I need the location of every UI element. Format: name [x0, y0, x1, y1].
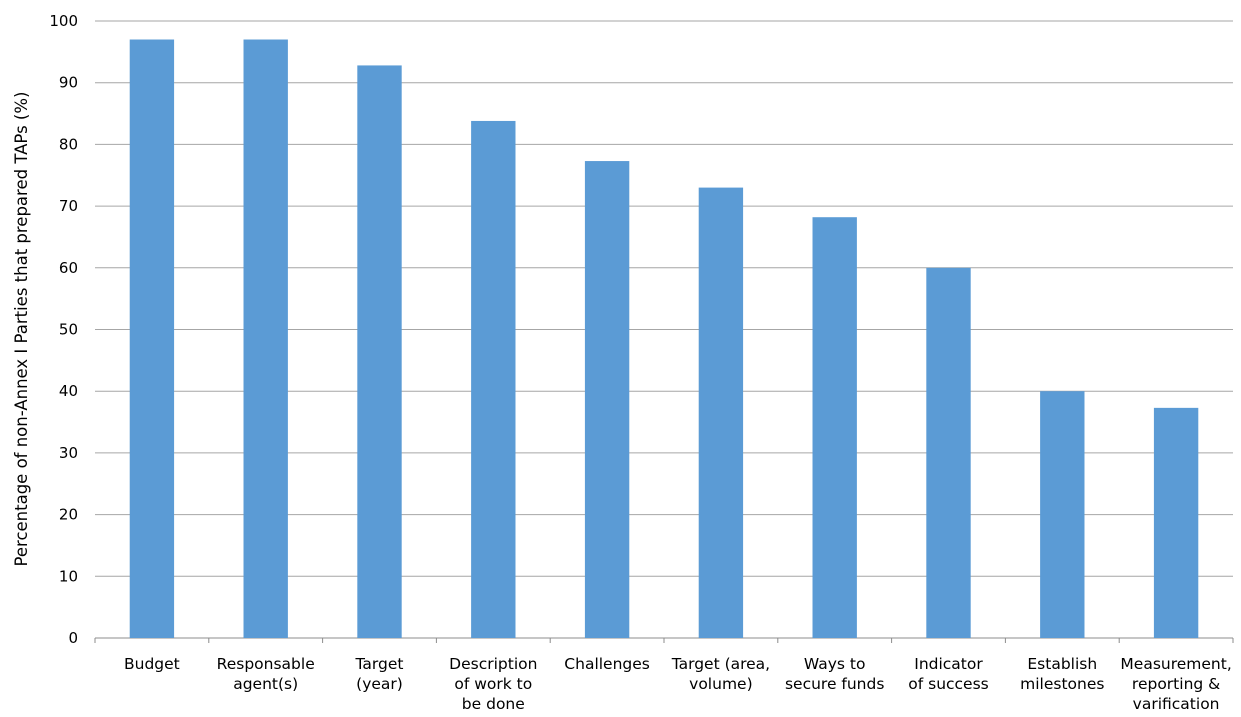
y-tick-label: 30: [59, 444, 78, 462]
bar: [698, 187, 744, 638]
x-category-label: Target (year): [355, 655, 404, 693]
bar: [129, 39, 175, 638]
bar: [243, 39, 288, 638]
x-category-label: Challenges: [564, 655, 650, 673]
bar: [357, 65, 402, 638]
x-category-label: Target (area, volume): [671, 655, 770, 693]
x-category-label: Responsable agent(s): [217, 655, 315, 693]
y-tick-label: 60: [59, 259, 78, 277]
bar: [926, 267, 971, 638]
y-axis-ticks: 0 10 20 30 40 50 60 70 80 90 100: [49, 12, 78, 647]
y-tick-label: 80: [59, 135, 78, 153]
x-category-label: Ways to secure funds: [785, 655, 884, 693]
x-category-label: Establish milestones: [1020, 655, 1104, 693]
y-tick-label: 100: [49, 12, 78, 30]
x-category-label: Measurement, reporting & varification: [1120, 655, 1231, 713]
y-tick-label: 50: [59, 321, 78, 339]
y-tick-label: 0: [68, 629, 78, 647]
y-tick-label: 70: [59, 197, 78, 215]
y-tick-label: 90: [59, 74, 78, 92]
x-category-label: Description of work to be done: [449, 655, 537, 713]
bar: [471, 120, 516, 639]
bar: [812, 217, 857, 638]
x-category-label: Indicator of success: [908, 655, 989, 693]
y-axis-title: Percentage of non-Annex I Parties that p…: [12, 92, 31, 567]
y-tick-label: 20: [59, 506, 78, 524]
bars: [129, 39, 1199, 639]
bar: [584, 161, 630, 638]
y-tick-label: 40: [59, 382, 78, 400]
bar: [1153, 407, 1199, 638]
x-category-label: Budget: [124, 655, 180, 673]
x-axis-categories: Budget Responsable agent(s) Target (year) Des…: [124, 655, 1232, 713]
bar: [1040, 391, 1085, 638]
y-tick-label: 10: [59, 567, 78, 585]
